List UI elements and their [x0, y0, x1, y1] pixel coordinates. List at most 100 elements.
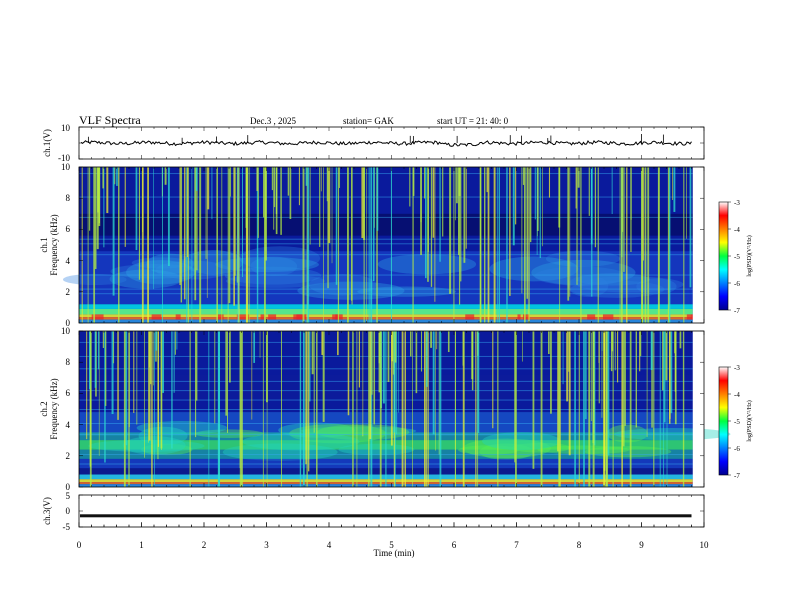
sferic: [195, 331, 197, 438]
sferic: [189, 331, 191, 487]
sferic: [302, 331, 305, 487]
sferic: [574, 331, 576, 487]
sferic: [607, 331, 610, 456]
sferic: [309, 167, 311, 245]
sferic: [424, 167, 426, 199]
ch2-colorbar: -7 -6 -5 -4 -3 log(PSD)(V²/Hz): [718, 364, 753, 480]
sferic: [93, 167, 96, 323]
sferic: [225, 331, 228, 416]
sferic: [103, 167, 105, 248]
sferic: [148, 331, 149, 443]
sferic: [266, 331, 268, 487]
sferic: [430, 331, 433, 348]
sferic: [612, 331, 614, 487]
sferic: [569, 167, 571, 297]
sferic: [135, 167, 138, 251]
sferic: [229, 331, 231, 383]
sferic: [425, 331, 427, 487]
sferic: [421, 331, 423, 372]
sferic: [657, 167, 660, 323]
interference-line: [79, 254, 693, 256]
time-axis-tick-label: 8: [577, 540, 582, 550]
sferic: [415, 331, 418, 394]
sferic: [227, 167, 229, 323]
emission-patch: [377, 254, 477, 275]
sferic: [176, 331, 178, 350]
sferic: [313, 331, 315, 433]
sferic: [529, 167, 530, 323]
sferic: [162, 331, 164, 393]
sferic: [622, 331, 625, 447]
sferic: [401, 331, 404, 487]
emission-patch: [482, 432, 561, 451]
emission-patch: [195, 429, 264, 438]
sferic: [106, 167, 109, 214]
sferic: [322, 331, 325, 422]
sferic: [281, 331, 282, 487]
sferic: [449, 167, 452, 294]
ch1-waveform-panel: 10 -10 ch.1(V): [42, 123, 705, 163]
ch3-ytick-label-0: 0: [66, 506, 71, 516]
ch1-colorbar-tick-minus5: -5: [734, 253, 740, 261]
ch2-spec-ylabel-frequency: Frequency (kHz): [49, 378, 59, 439]
emission-patch: [224, 266, 322, 285]
sferic: [151, 331, 153, 487]
sferic: [577, 167, 580, 188]
sferic: [626, 167, 628, 323]
sferic: [368, 167, 370, 323]
emission-patch: [215, 257, 319, 273]
sferic: [686, 167, 687, 239]
sferic: [465, 167, 467, 249]
ch1-spec-ytick-label-2: 2: [66, 287, 71, 297]
sferic: [591, 331, 592, 422]
sferic: [370, 167, 373, 323]
sferic: [125, 331, 128, 446]
sferic: [619, 167, 621, 323]
station-label: station= GAK: [343, 116, 394, 126]
ch2-colorbar-tick-minus5: -5: [734, 418, 740, 426]
sferic: [438, 331, 440, 455]
ch3-ytick-label-5: 5: [66, 491, 71, 501]
sferic: [496, 167, 498, 323]
emission-patch: [462, 438, 551, 459]
sferic: [241, 167, 243, 277]
sferic: [434, 167, 436, 302]
sferic: [174, 331, 176, 355]
sferic: [194, 167, 197, 301]
ch2-colorbar-tick-minus3: -3: [734, 364, 740, 372]
sferic: [368, 331, 370, 487]
time-axis-tick-label: 3: [264, 540, 269, 550]
sferic: [458, 167, 461, 197]
sferic: [394, 331, 396, 487]
sferic: [111, 331, 114, 415]
sferic: [682, 331, 685, 487]
red-blob: [296, 314, 307, 320]
red-blob: [217, 314, 224, 320]
emission-patch: [239, 246, 321, 271]
sferic: [393, 331, 395, 433]
sferic: [234, 167, 236, 276]
sferic: [621, 331, 623, 487]
sferic: [394, 331, 397, 363]
sferic: [559, 167, 561, 323]
sferic: [327, 167, 329, 289]
sferic: [611, 167, 613, 215]
sferic: [259, 331, 261, 358]
sferic: [211, 167, 213, 220]
interference-line: [79, 173, 693, 175]
time-axis-tick-label: 5: [389, 540, 394, 550]
sferic: [611, 331, 614, 352]
sferic: [214, 331, 216, 424]
sferic: [289, 167, 292, 220]
ch1-spec-ytick-label-4: 4: [66, 256, 71, 266]
ch2-spec-ylabel-channel: ch.2: [39, 401, 49, 416]
sferic: [196, 167, 198, 271]
sferic: [81, 167, 83, 323]
sferic: [532, 331, 535, 469]
sferic: [624, 331, 626, 426]
sferic: [506, 167, 508, 323]
sferic: [366, 167, 368, 323]
sferic: [335, 167, 338, 285]
figure-title: VLF Spectra: [79, 113, 141, 127]
